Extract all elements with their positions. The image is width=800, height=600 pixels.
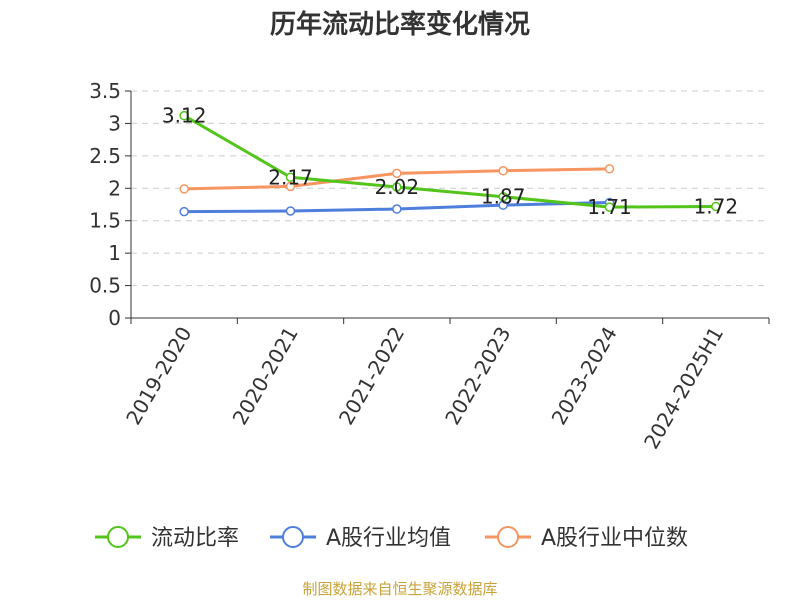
data-label: 1.71 bbox=[587, 195, 632, 219]
data-point bbox=[285, 181, 296, 192]
data-label: 2.17 bbox=[268, 165, 313, 189]
data-label: 2.02 bbox=[375, 175, 420, 199]
legend-item-2[interactable]: A股行业中位数 bbox=[485, 526, 688, 551]
chart-title: 历年流动比率变化情况 bbox=[269, 10, 530, 40]
y-tick-label: 0.5 bbox=[89, 274, 121, 298]
x-tick-label: 2021-2022 bbox=[334, 323, 409, 429]
data-point bbox=[498, 191, 508, 202]
y-tick-label: 1 bbox=[108, 241, 121, 265]
x-tick-label: 2020-2021 bbox=[228, 323, 303, 429]
axes: 0 0.5 1 1.5 2 2.5 3 3.5 2019-2020 2020-2021 2021-2… bbox=[89, 79, 770, 453]
x-tick-label: 2024-2025H1 bbox=[639, 323, 728, 453]
data-point bbox=[179, 110, 189, 121]
x-tick-label: 2023-2024 bbox=[547, 323, 622, 429]
y-tick-label: 3.5 bbox=[89, 79, 121, 103]
data-label: 1.87 bbox=[481, 185, 526, 209]
legend[interactable]: 流动比率 A股行业均值 A股行业中位数 bbox=[95, 526, 688, 551]
data-point bbox=[604, 164, 615, 174]
y-tick-label: 2 bbox=[108, 176, 121, 200]
legend-marker-icon bbox=[497, 526, 519, 548]
x-tick-label: 2019-2020 bbox=[121, 323, 196, 429]
legend-item-0[interactable]: 流动比率 bbox=[95, 526, 239, 551]
series-lines bbox=[179, 110, 721, 217]
grid-lines bbox=[131, 90, 769, 287]
data-point bbox=[179, 206, 189, 217]
data-point bbox=[285, 206, 296, 216]
source-note: 制图数据来自恒生聚源数据库 bbox=[302, 580, 498, 598]
data-point bbox=[711, 201, 721, 212]
data-label: 1.72 bbox=[694, 194, 739, 218]
y-tick-label: 3 bbox=[108, 111, 121, 135]
legend-marker-icon bbox=[282, 526, 304, 548]
data-point bbox=[392, 168, 402, 179]
legend-item-1[interactable]: A股行业均值 bbox=[270, 526, 451, 551]
data-point bbox=[285, 172, 296, 183]
x-tick-label: 2022-2023 bbox=[440, 322, 515, 428]
y-tick-label: 0 bbox=[108, 306, 121, 330]
data-label: 3.12 bbox=[162, 104, 207, 128]
legend-label: A股行业中位数 bbox=[541, 526, 688, 551]
data-point bbox=[392, 204, 402, 214]
data-point bbox=[498, 166, 508, 176]
y-tick-label: 2.5 bbox=[89, 144, 121, 168]
legend-marker-icon bbox=[107, 526, 129, 548]
data-point bbox=[604, 202, 615, 212]
series-line-0 bbox=[183, 114, 716, 209]
legend-label: A股行业均值 bbox=[326, 526, 451, 551]
legend-label: 流动比率 bbox=[151, 526, 239, 551]
data-point bbox=[179, 184, 189, 194]
data-labels: 3.12 2.17 2.02 1.87 1.71 1.72 bbox=[162, 104, 738, 219]
y-tick-label: 1.5 bbox=[89, 209, 121, 233]
data-point bbox=[392, 182, 402, 192]
